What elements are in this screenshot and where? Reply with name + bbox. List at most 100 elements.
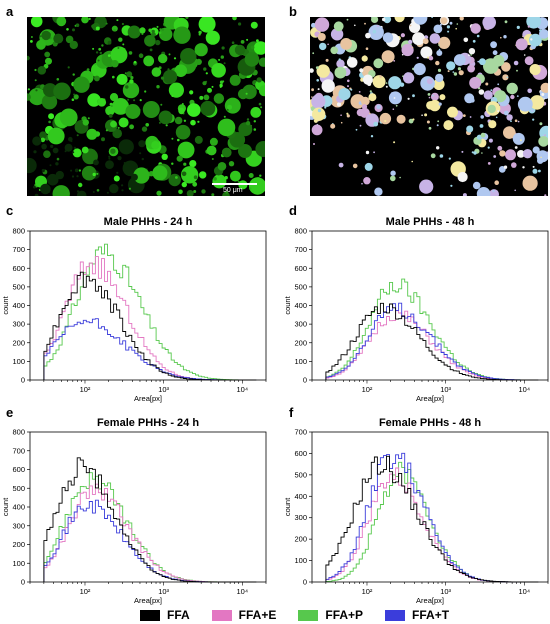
segmented-droplet [539,122,543,126]
segmented-droplet [450,184,453,187]
lipid-droplet [82,119,89,126]
segmented-droplet [510,94,515,100]
segmented-droplet [436,50,443,56]
legend-label-ffa: FFA [167,608,190,622]
lipid-droplet [225,191,229,194]
chart-4-title: Female PHHs - 48 h [379,417,481,429]
lipid-droplet [27,157,37,174]
segmented-droplet [432,94,434,97]
segmented-droplet [412,118,415,121]
segmented-droplet [373,121,379,127]
chart-3-ytick-label: 100 [12,559,25,568]
lipid-droplet [205,30,220,45]
lipid-droplet [174,64,188,77]
chart-3-ylabel: count [1,497,10,516]
segmented-droplet [340,121,343,124]
lipid-droplet [156,190,162,196]
segmented-droplet [490,89,493,92]
lipid-droplet [177,141,195,159]
panel-letter-e: e [6,405,14,420]
lipid-droplet [258,57,265,67]
segmented-droplet [358,91,361,93]
segmented-droplet [319,42,327,51]
segmented-droplet [492,50,498,56]
segmented-droplet [544,194,547,196]
chart-4-ytick-label: 700 [294,428,307,437]
lipid-droplet [223,62,226,65]
segmented-droplet [478,89,485,95]
legend-item-ffa-p: FFA+P [298,608,363,622]
chart-2-ytick-label: 800 [294,227,307,236]
segmented-droplet [463,37,469,43]
segmented-droplet [424,113,428,117]
panel-letter-c: c [6,203,14,218]
chart-3-ytick-label: 200 [12,540,25,549]
segmented-droplet [514,146,518,149]
lipid-droplet [173,57,177,60]
segmented-droplet [428,55,434,61]
lipid-droplet [173,26,191,44]
lipid-droplet [144,35,156,47]
lipid-droplet [219,83,223,88]
segmented-droplet [472,181,481,190]
lipid-droplet [178,107,185,115]
lipid-droplet [198,30,202,35]
lipid-droplet [180,48,197,65]
lipid-droplet [47,127,65,145]
segmented-droplet [449,21,453,25]
segmented-droplet [411,46,414,49]
segmented-droplet [517,120,520,123]
lipid-droplet [95,26,100,31]
chart-3-series-ffa [43,457,257,583]
chart-4-frame [311,431,549,583]
segmented-droplet [346,114,350,118]
lipid-droplet [72,28,75,32]
lipid-droplet [112,98,129,115]
chart-2-ytick-label: 300 [294,320,307,329]
segmented-droplet [529,95,545,110]
lipid-droplet [43,150,51,158]
segmented-droplet [396,114,406,124]
chart-3-xtick-label: 10³ [158,587,169,596]
segmentation-image [310,17,548,196]
segmented-droplet [532,165,535,168]
lipid-droplet [109,183,119,194]
segmented-droplet [516,69,518,72]
lipid-droplet [105,160,114,170]
lipid-droplet [70,169,73,172]
legend-item-ffa-e: FFA+E [211,608,276,622]
lipid-droplet [139,152,142,155]
lipid-droplet [118,37,123,42]
lipid-droplet [117,47,120,49]
lipid-droplet [141,157,144,161]
segmented-droplet [529,33,542,47]
legend-swatch-ffa [140,609,160,621]
segmented-droplet [362,74,373,85]
segmented-droplet [532,118,535,121]
lipid-droplet [125,85,129,89]
lipid-droplet [41,30,51,41]
lipid-droplet [64,143,73,152]
segmented-droplet [347,79,350,83]
segmented-droplet [385,85,388,88]
panel-letter-b: b [289,4,297,19]
lipid-droplet [117,126,120,129]
lipid-droplet [186,190,194,196]
segmented-droplet [544,134,546,136]
segmented-droplet [493,155,497,158]
segmented-droplet [316,64,330,78]
lipid-droplet [161,153,168,160]
lipid-droplet [130,76,134,80]
lipid-droplet [129,124,134,130]
segmented-droplet [470,23,481,34]
panel-letter-a: a [6,4,14,19]
segmented-droplet [311,96,313,98]
lipid-droplet [129,79,134,84]
segmented-droplet [316,111,319,114]
lipid-droplet [165,124,168,127]
lipid-droplet [108,114,113,118]
segmented-droplet [517,96,533,112]
segmented-droplet [420,46,433,59]
lipid-droplet [203,67,207,71]
lipid-droplet [33,185,36,189]
